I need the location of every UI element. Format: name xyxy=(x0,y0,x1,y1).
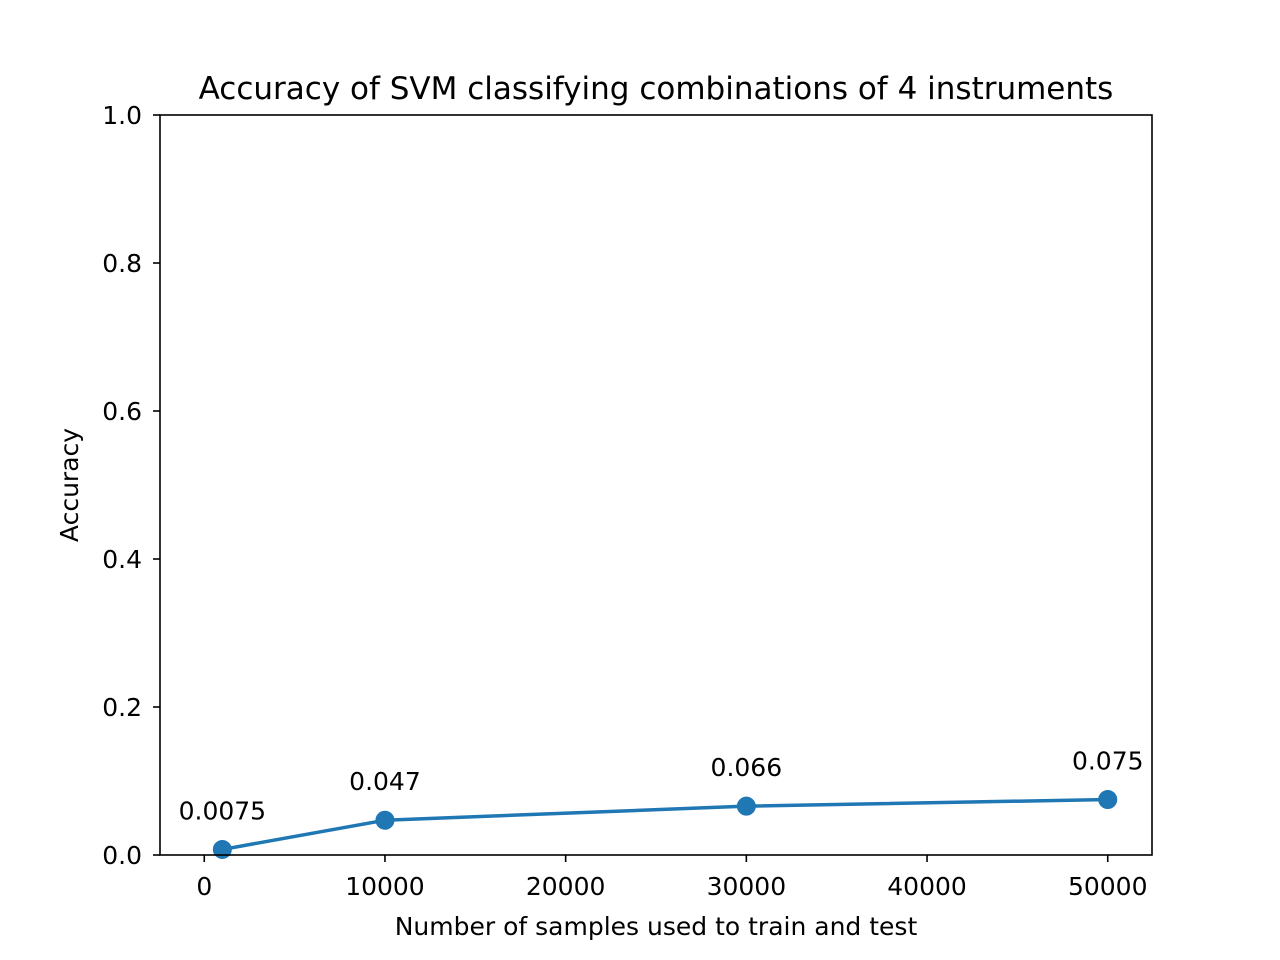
data-label: 0.047 xyxy=(349,767,421,796)
data-point xyxy=(212,839,232,859)
chart-title: Accuracy of SVM classifying combinations… xyxy=(199,71,1114,107)
data-point xyxy=(736,796,756,816)
data-label: 0.066 xyxy=(711,753,783,782)
data-point xyxy=(1098,790,1118,809)
y-tick-label: 0.8 xyxy=(102,249,142,278)
y-axis-ticks: 0.0 0.2 0.4 0.6 0.8 1.0 xyxy=(102,101,160,870)
data-point xyxy=(375,810,395,830)
y-tick-label: 0.6 xyxy=(102,397,142,426)
x-tick-label: 30000 xyxy=(707,872,787,901)
x-tick-label: 50000 xyxy=(1068,872,1148,901)
x-axis-label: Number of samples used to train and test xyxy=(395,912,918,941)
x-axis-ticks: 0 10000 20000 30000 40000 50000 xyxy=(196,855,1147,901)
data-label: 0.0075 xyxy=(179,796,266,825)
x-tick-label: 10000 xyxy=(345,872,425,901)
plot-area xyxy=(160,115,1152,855)
x-tick-label: 20000 xyxy=(526,872,606,901)
data-label: 0.075 xyxy=(1072,747,1144,776)
series-line xyxy=(220,797,1110,852)
series-layer: 0.0075 0.047 0.066 0.075 xyxy=(179,747,1144,859)
plot-background xyxy=(160,115,1152,855)
x-tick-label: 0 xyxy=(196,872,212,901)
y-tick-label: 1.0 xyxy=(102,101,142,130)
y-tick-label: 0.4 xyxy=(102,545,142,574)
plot-frame xyxy=(159,114,1153,856)
y-axis-label: Accuracy xyxy=(55,428,84,542)
x-tick-label: 40000 xyxy=(887,872,967,901)
y-tick-label: 0.0 xyxy=(102,841,142,870)
y-tick-label: 0.2 xyxy=(102,693,142,722)
